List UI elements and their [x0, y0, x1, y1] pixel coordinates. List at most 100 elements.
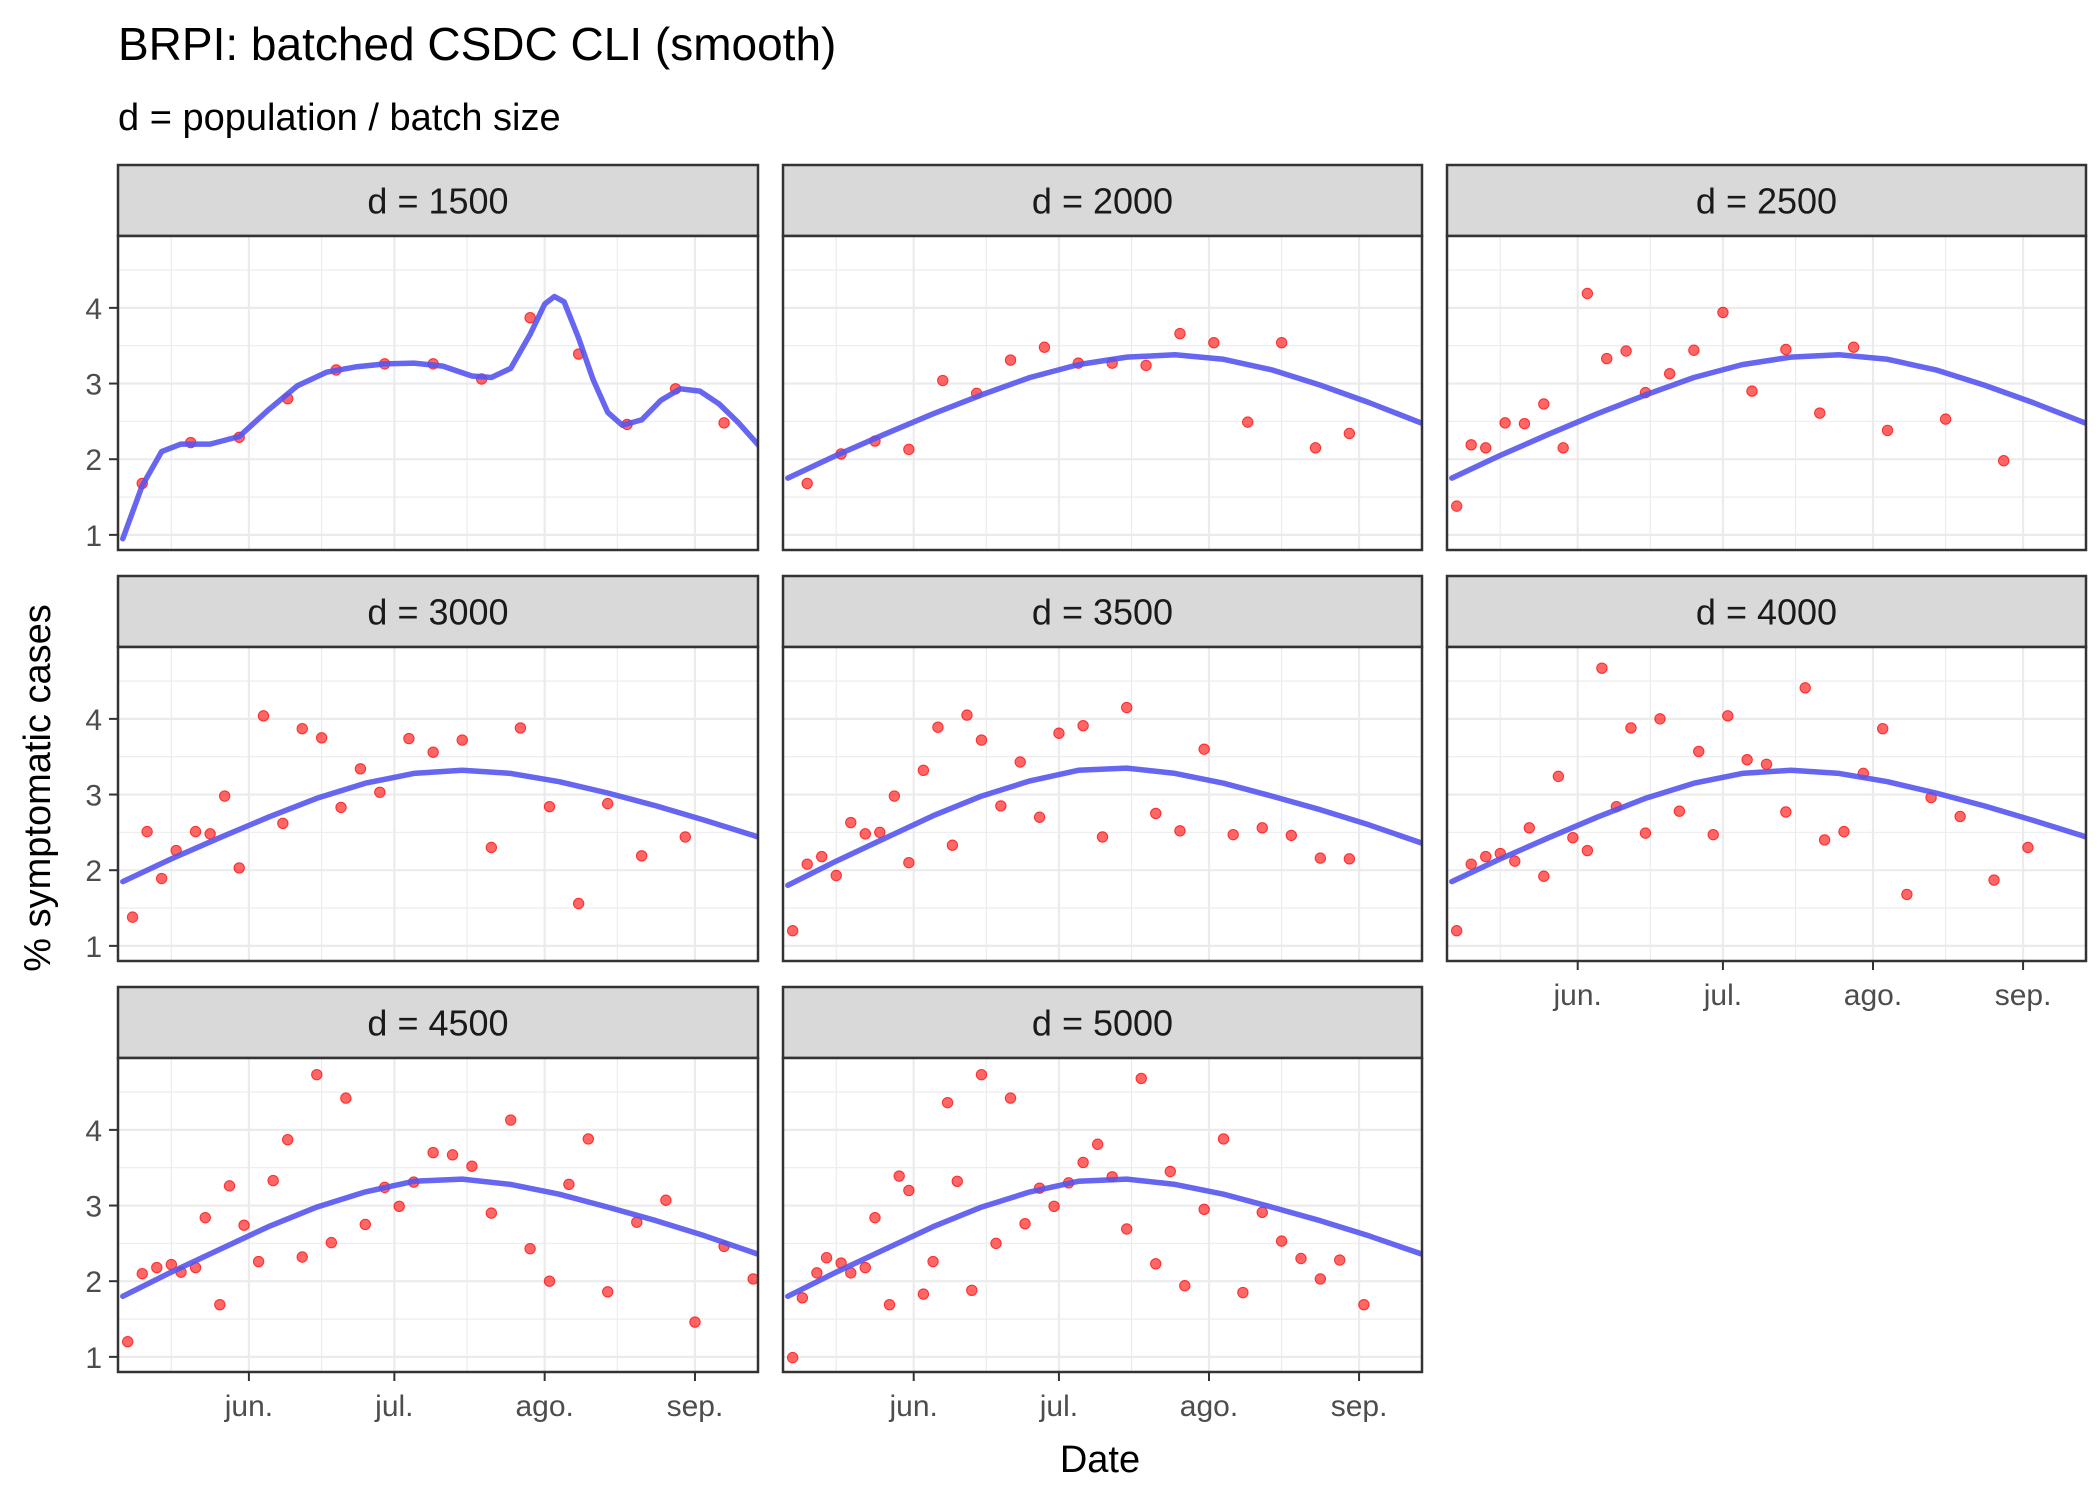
data-point — [1847, 341, 1860, 353]
facet-strip — [116, 163, 760, 238]
data-point — [1881, 424, 1894, 437]
x-tick-label: sep. — [1331, 1390, 1388, 1423]
data-point — [1673, 805, 1686, 817]
data-point — [1876, 723, 1889, 735]
data-point — [1465, 858, 1477, 870]
data-point — [2022, 841, 2034, 854]
data-point — [859, 828, 871, 840]
data-point — [1499, 417, 1511, 429]
smooth-line — [785, 1176, 1422, 1300]
data-point — [214, 1298, 226, 1311]
data-point — [1581, 844, 1594, 857]
data-point — [1309, 442, 1322, 454]
data-point — [563, 1178, 575, 1191]
facet-label: d = 2000 — [1032, 181, 1173, 222]
data-point — [1334, 1254, 1346, 1266]
data-point — [1760, 758, 1773, 770]
y-tick-label: 3 — [85, 1191, 102, 1224]
x-tick-label: jun. — [224, 1390, 273, 1423]
panel-border — [781, 645, 1424, 963]
data-point — [975, 734, 988, 746]
data-point — [932, 721, 944, 733]
data-point — [374, 786, 386, 798]
data-point — [995, 800, 1007, 812]
data-point — [1557, 442, 1569, 454]
data-point — [801, 477, 813, 490]
points — [1450, 662, 2034, 937]
data-point — [1004, 1092, 1017, 1104]
gridlines — [118, 647, 758, 961]
data-point — [903, 443, 915, 456]
panel-border — [781, 1056, 1424, 1374]
data-point — [233, 862, 245, 874]
panel-8: d = 5000 jun. jul. ago. sep. — [781, 985, 1424, 1423]
facet-label: d = 4000 — [1696, 592, 1837, 633]
data-point — [1654, 713, 1666, 725]
data-point — [543, 1275, 556, 1287]
panel-border — [116, 1056, 760, 1374]
data-point — [903, 1184, 915, 1197]
x-tick-label: jul. — [1039, 1390, 1078, 1423]
panel-background — [1447, 647, 2086, 961]
x-tick-label: sep. — [1995, 979, 2052, 1012]
data-point — [951, 1175, 963, 1188]
data-point — [393, 1200, 405, 1212]
smooth-line — [1449, 352, 2086, 481]
x-tick-label: jun. — [1553, 979, 1602, 1012]
data-point — [325, 1236, 338, 1249]
data-point — [1358, 1298, 1370, 1311]
data-point — [786, 925, 799, 937]
data-point — [252, 1255, 265, 1268]
data-point — [1140, 359, 1152, 372]
data-point — [1275, 336, 1288, 349]
data-point — [1077, 1156, 1089, 1169]
y-tick-label: 4 — [85, 704, 102, 737]
data-point — [1838, 825, 1850, 838]
panel-background — [118, 1058, 758, 1372]
smooth-group — [1449, 352, 2086, 481]
data-point — [543, 800, 556, 813]
data-point — [811, 1267, 823, 1279]
data-point — [601, 1286, 614, 1298]
data-point — [1150, 1258, 1162, 1270]
panel-1: d = 1500 1 2 3 4 — [85, 163, 760, 553]
data-point — [1717, 306, 1729, 319]
panel-background — [1447, 236, 2086, 550]
facet-strip — [116, 985, 760, 1060]
data-point — [1518, 417, 1531, 430]
data-point — [816, 850, 828, 863]
data-point — [1275, 1235, 1288, 1247]
data-point — [1688, 344, 1700, 356]
x-tick-label: jun. — [889, 1390, 938, 1423]
data-point — [796, 1292, 809, 1304]
data-point — [1814, 407, 1826, 419]
data-point — [1741, 754, 1753, 766]
data-point — [1450, 500, 1463, 512]
data-point — [786, 1351, 799, 1364]
data-point — [927, 1255, 939, 1268]
y-tick-label: 2 — [85, 855, 102, 888]
data-point — [456, 734, 468, 746]
data-point — [340, 1092, 352, 1104]
data-point — [238, 1219, 250, 1231]
x-tick-label: ago. — [1180, 1390, 1238, 1423]
data-point — [888, 790, 901, 802]
data-point — [1208, 336, 1220, 349]
y-tick-label: 2 — [85, 1266, 102, 1299]
data-point — [1596, 662, 1608, 674]
data-point — [1174, 327, 1186, 340]
data-point — [1242, 416, 1254, 428]
data-point — [296, 1251, 308, 1263]
panel-background — [783, 236, 1422, 550]
gridlines — [1447, 236, 2086, 550]
data-point — [1217, 1133, 1230, 1145]
data-point — [747, 1273, 758, 1285]
data-point — [1538, 870, 1550, 882]
data-point — [223, 1180, 236, 1192]
chart-title: BRPI: batched CSDC CLI (smooth) — [118, 18, 836, 70]
points — [121, 1068, 758, 1348]
data-point — [1625, 722, 1637, 734]
data-point — [1077, 719, 1089, 732]
data-point — [660, 1194, 672, 1206]
data-point — [1227, 828, 1239, 841]
